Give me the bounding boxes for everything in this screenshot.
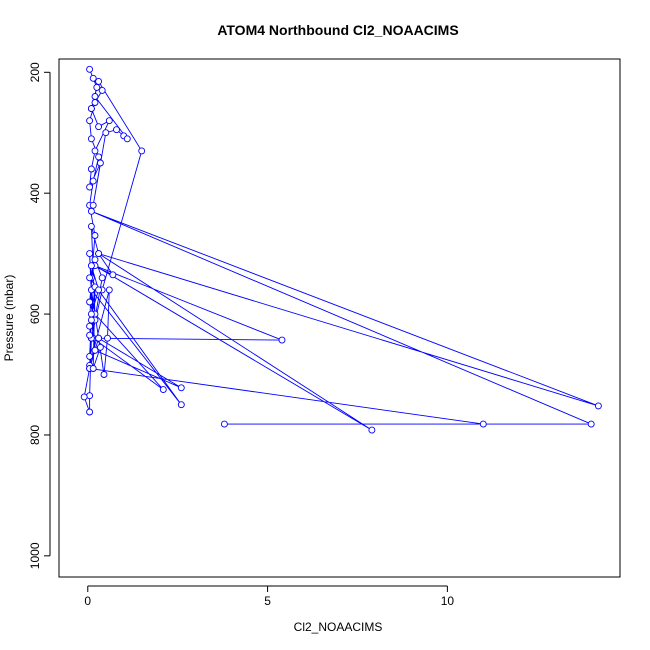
data-point [91,346,99,354]
data-point [177,401,185,409]
data-point [594,402,602,410]
data-point [587,420,595,428]
data-point [95,250,103,258]
data-point [86,117,94,125]
x-axis: 0 5 10 [84,585,455,608]
x-axis-label: Cl2_NOAACIMS [294,620,383,634]
data-point [87,262,95,270]
data-point [105,117,113,125]
x-tick-label: 5 [264,594,271,608]
y-tick-label: 400 [28,183,42,203]
data-point [91,99,99,106]
y-axis: 200 400 600 800 1000 [28,62,51,569]
data-point [95,77,103,85]
data-point [105,286,113,294]
data-point [100,371,108,378]
x-tick-label: 10 [441,594,455,608]
data-point [113,126,120,134]
data-point [102,129,110,137]
x-tick-label: 0 [84,594,91,608]
data-point [95,286,103,294]
data-point [87,222,95,230]
data-point [87,316,95,324]
data-point [86,274,94,282]
data-point [86,298,94,306]
data-point [278,336,286,344]
data-point [91,93,99,100]
data-point [89,74,97,82]
data-point [89,365,97,372]
y-tick-label: 200 [28,62,42,82]
plot-frame [58,58,621,578]
data-point [98,274,106,282]
data-point [91,232,99,239]
data-point [95,123,103,131]
data-point [87,207,95,215]
chart-title: ATOM4 Northbound Cl2_NOAACIMS [217,22,458,38]
data-point [80,393,88,401]
data-point [96,343,104,351]
data-point [91,256,99,264]
data-point [104,334,111,342]
series-layer [80,65,602,434]
data-point [86,408,94,416]
data-point [220,420,228,428]
data-point [86,331,94,339]
data-point [95,334,103,342]
data-point [89,201,97,209]
data-point [87,135,95,143]
data-point [109,271,117,279]
data-point [93,83,101,91]
data-point [86,352,94,360]
data-point [87,310,95,318]
data-point [368,426,376,434]
data-point [86,183,94,191]
data-point [138,147,146,155]
y-axis-label: Pressure (mbar) [2,275,16,362]
data-point [87,105,95,113]
data-point [123,135,131,143]
y-tick-label: 600 [28,304,42,324]
data-point [86,322,94,330]
y-tick-label: 800 [28,425,42,445]
data-point [91,147,99,155]
data-point [95,153,103,161]
data-point [479,420,487,428]
data-point [98,86,106,94]
data-point [87,165,95,173]
data-point [89,177,97,185]
y-tick-label: 1000 [28,542,42,569]
data-point [86,65,94,73]
data-point [159,386,167,394]
data-point [96,159,104,167]
series-line [83,69,599,431]
data-point [177,384,185,392]
data-point [86,250,94,258]
